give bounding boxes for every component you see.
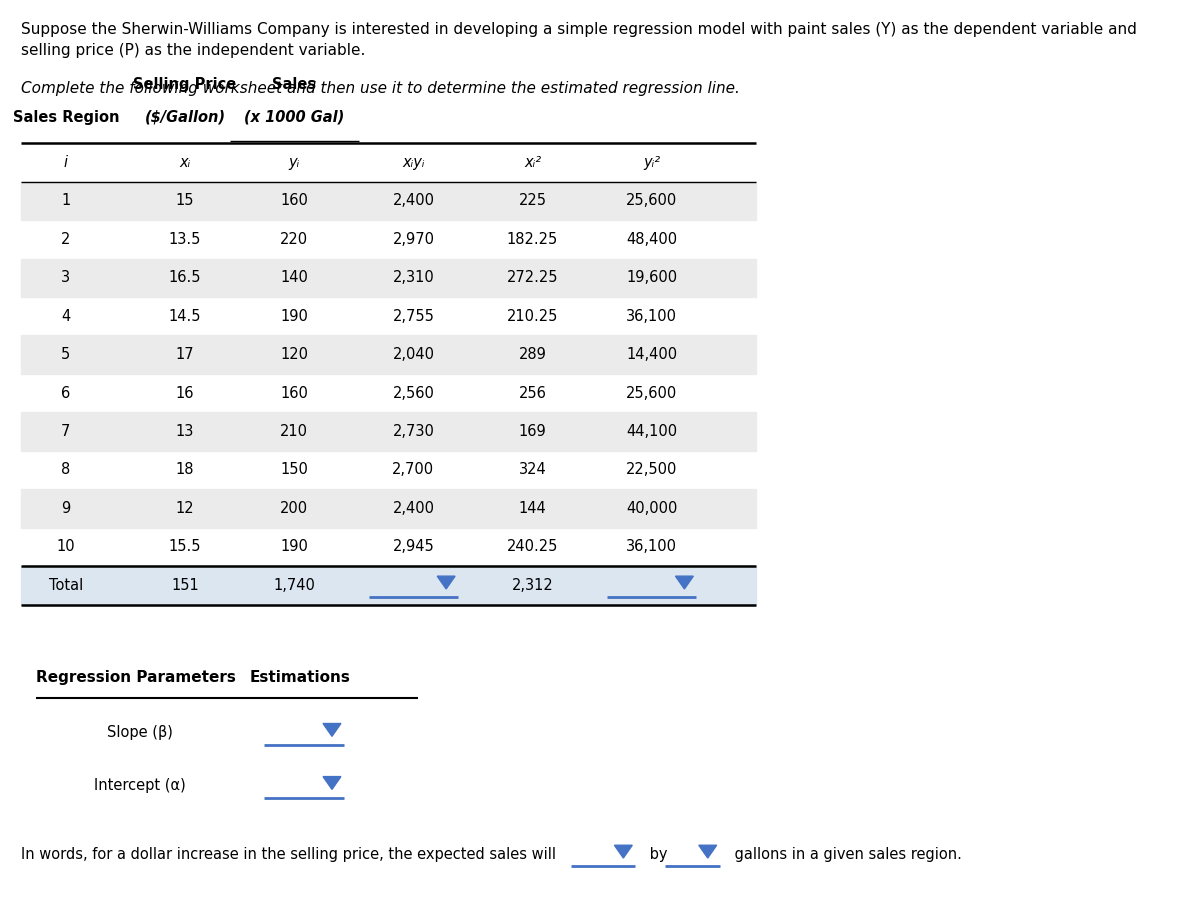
Text: yᵢ²: yᵢ² [643, 155, 660, 170]
Text: 144: 144 [518, 501, 546, 516]
Text: 210.25: 210.25 [506, 308, 558, 324]
Text: 14.5: 14.5 [169, 308, 202, 324]
Text: Complete the following worksheet and then use it to determine the estimated regr: Complete the following worksheet and the… [22, 81, 740, 96]
Text: gallons in a given sales region.: gallons in a given sales region. [730, 847, 962, 862]
Bar [22, 566, 756, 605]
Text: 182.25: 182.25 [506, 232, 558, 247]
Text: 150: 150 [281, 463, 308, 477]
Text: 16: 16 [175, 386, 194, 400]
Text: 48,400: 48,400 [626, 232, 677, 247]
Text: Suppose the Sherwin-Williams Company is interested in developing a simple regres: Suppose the Sherwin-Williams Company is … [22, 22, 1138, 38]
Bar [22, 259, 756, 297]
Text: Intercept (α): Intercept (α) [95, 778, 186, 793]
Polygon shape [676, 577, 694, 589]
Text: by: by [644, 847, 672, 862]
Polygon shape [614, 845, 632, 858]
Text: Sales: Sales [272, 77, 317, 92]
Text: 120: 120 [281, 347, 308, 363]
Bar [22, 182, 756, 220]
Text: 6: 6 [61, 386, 71, 400]
Text: 25,600: 25,600 [626, 194, 677, 208]
Text: 1,740: 1,740 [274, 577, 316, 593]
Text: xᵢ: xᵢ [180, 155, 191, 170]
Text: Total: Total [49, 577, 83, 593]
Text: 2,400: 2,400 [392, 501, 434, 516]
Text: 3: 3 [61, 270, 71, 285]
Text: 324: 324 [518, 463, 546, 477]
Polygon shape [698, 845, 716, 858]
Text: 200: 200 [280, 501, 308, 516]
Text: 44,100: 44,100 [626, 424, 677, 439]
Text: 289: 289 [518, 347, 546, 363]
Text: 2,560: 2,560 [392, 386, 434, 400]
Text: 2,730: 2,730 [392, 424, 434, 439]
Text: 15: 15 [175, 194, 194, 208]
Text: Selling Price: Selling Price [133, 77, 236, 92]
Text: 8: 8 [61, 463, 71, 477]
Polygon shape [323, 723, 341, 736]
Bar [22, 489, 756, 528]
Text: 2,040: 2,040 [392, 347, 434, 363]
Polygon shape [323, 777, 341, 789]
Text: 2,312: 2,312 [511, 577, 553, 593]
Text: 256: 256 [518, 386, 546, 400]
Text: 2,400: 2,400 [392, 194, 434, 208]
Text: 140: 140 [281, 270, 308, 285]
Bar [22, 335, 756, 374]
Text: 13.5: 13.5 [169, 232, 202, 247]
Text: 2,310: 2,310 [392, 270, 434, 285]
Bar [22, 412, 756, 451]
Text: 210: 210 [281, 424, 308, 439]
Text: 13: 13 [176, 424, 194, 439]
Text: 12: 12 [175, 501, 194, 516]
Text: Sales Region: Sales Region [13, 110, 119, 125]
Text: 17: 17 [175, 347, 194, 363]
Text: Slope (β): Slope (β) [108, 725, 173, 740]
Text: 40,000: 40,000 [626, 501, 677, 516]
Text: xᵢyᵢ: xᵢyᵢ [402, 155, 425, 170]
Text: 190: 190 [281, 540, 308, 554]
Text: 36,100: 36,100 [626, 540, 677, 554]
Text: 220: 220 [280, 232, 308, 247]
Text: 2,700: 2,700 [392, 463, 434, 477]
Text: 14,400: 14,400 [626, 347, 677, 363]
Text: 2,945: 2,945 [392, 540, 434, 554]
Text: 4: 4 [61, 308, 71, 324]
Text: 5: 5 [61, 347, 71, 363]
Text: selling price (P) as the independent variable.: selling price (P) as the independent var… [22, 43, 366, 59]
Text: 19,600: 19,600 [626, 270, 677, 285]
Text: 25,600: 25,600 [626, 386, 677, 400]
Text: Estimations: Estimations [250, 670, 350, 686]
Polygon shape [437, 577, 455, 589]
Text: yᵢ: yᵢ [289, 155, 300, 170]
Text: 15.5: 15.5 [169, 540, 202, 554]
Text: 240.25: 240.25 [506, 540, 558, 554]
Text: 7: 7 [61, 424, 71, 439]
Text: 169: 169 [518, 424, 546, 439]
Text: 36,100: 36,100 [626, 308, 677, 324]
Text: ($/Gallon): ($/Gallon) [144, 110, 226, 125]
Text: 16.5: 16.5 [169, 270, 202, 285]
Text: xᵢ²: xᵢ² [524, 155, 541, 170]
Text: 1: 1 [61, 194, 71, 208]
Text: 225: 225 [518, 194, 546, 208]
Text: i: i [64, 155, 68, 170]
Text: 2,755: 2,755 [392, 308, 434, 324]
Text: 2: 2 [61, 232, 71, 247]
Text: 18: 18 [175, 463, 194, 477]
Text: 151: 151 [172, 577, 199, 593]
Text: 272.25: 272.25 [506, 270, 558, 285]
Text: (x 1000 Gal): (x 1000 Gal) [244, 110, 344, 125]
Text: 160: 160 [281, 386, 308, 400]
Text: Regression Parameters: Regression Parameters [36, 670, 236, 686]
Text: 9: 9 [61, 501, 71, 516]
Text: 10: 10 [56, 540, 76, 554]
Text: 190: 190 [281, 308, 308, 324]
Text: 2,970: 2,970 [392, 232, 434, 247]
Text: In words, for a dollar increase in the selling price, the expected sales will: In words, for a dollar increase in the s… [22, 847, 557, 862]
Text: 22,500: 22,500 [626, 463, 677, 477]
Text: 160: 160 [281, 194, 308, 208]
